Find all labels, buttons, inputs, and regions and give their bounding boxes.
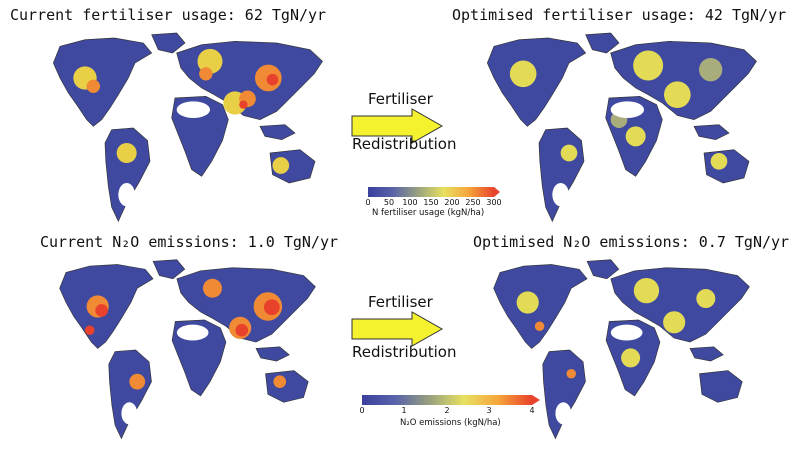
tick-fert-150: 150 <box>423 198 439 207</box>
arrow-top-icon <box>351 108 444 144</box>
tick-fert-100: 100 <box>402 198 418 207</box>
map-current-n2o <box>59 259 316 440</box>
tick-n2o-4: 4 <box>529 406 535 415</box>
title-current-n2o: Current N₂O emissions: 1.0 TgN/yr <box>40 233 339 251</box>
colorbar-n2o-label: N₂O emissions (kgN/ha) <box>400 418 501 428</box>
title-optimised-fertiliser: Optimised fertiliser usage: 42 TgN/yr <box>452 6 787 24</box>
title-current-fertiliser: Current fertiliser usage: 62 TgN/yr <box>10 6 327 24</box>
arrow-bottom-label-1: Fertiliser <box>368 293 433 311</box>
map-optimised-n2o <box>493 259 750 440</box>
tick-n2o-2: 2 <box>444 406 450 415</box>
colorbar-fertiliser-label: N fertiliser usage (kgN/ha) <box>372 208 485 218</box>
title-optimised-n2o: Optimised N₂O emissions: 0.7 TgN/yr <box>473 233 790 251</box>
tick-n2o-3: 3 <box>486 406 492 415</box>
tick-fert-200: 200 <box>444 198 460 207</box>
tick-n2o-1: 1 <box>401 406 407 415</box>
tick-fert-250: 250 <box>465 198 481 207</box>
arrow-bottom-icon <box>351 311 444 347</box>
arrow-bottom-label-2: Redistribution <box>352 343 457 361</box>
tick-fert-0: 0 <box>365 198 371 207</box>
tick-n2o-0: 0 <box>359 406 365 415</box>
arrow-top-label-1: Fertiliser <box>368 90 433 108</box>
colorbar-n2o <box>362 395 540 405</box>
map-current-fertiliser <box>52 32 323 222</box>
tick-fert-300: 300 <box>486 198 502 207</box>
tick-fert-50: 50 <box>383 198 395 207</box>
colorbar-fertiliser <box>368 187 500 197</box>
map-optimised-fertiliser <box>486 32 757 222</box>
arrow-top-label-2: Redistribution <box>352 135 457 153</box>
